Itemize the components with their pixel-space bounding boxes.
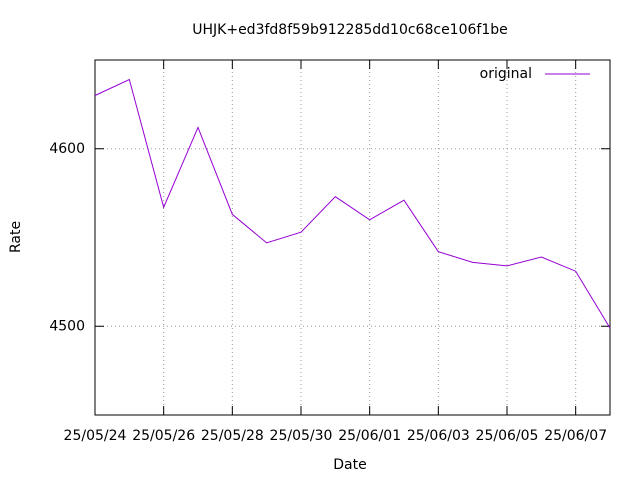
legend-label: original — [480, 66, 532, 82]
x-tick-label: 25/06/07 — [544, 428, 607, 444]
plot-frame — [94, 59, 611, 416]
x-tick-label: 25/06/01 — [338, 428, 401, 444]
x-tick-label: 25/05/30 — [270, 428, 333, 444]
y-tick-label: 4500 — [49, 318, 85, 334]
x-axis-label: Date — [333, 457, 366, 473]
x-tick-label: 25/06/03 — [407, 428, 470, 444]
x-tick-label: 25/05/26 — [132, 428, 195, 444]
line-series — [94, 78, 611, 329]
x-tick-label: 25/05/24 — [64, 428, 127, 444]
chart-title: UHJK+ed3fd8f59b912285dd10c68ce106f1be — [192, 22, 508, 38]
y-tick-label: 4600 — [49, 141, 85, 157]
x-tick-label: 25/05/28 — [201, 428, 264, 444]
x-tick-label: 25/06/05 — [476, 428, 539, 444]
y-axis-label: Rate — [8, 221, 24, 253]
